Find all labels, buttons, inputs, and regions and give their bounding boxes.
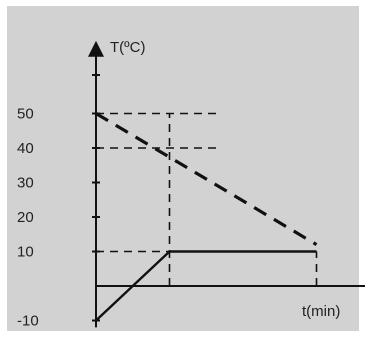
chart-panel-background (7, 6, 359, 331)
y-ticks: 50 40 30 20 10 -10 (17, 106, 100, 330)
y-tick-label-5: -10 (17, 313, 39, 330)
y-tick-label-0: 50 (17, 106, 34, 123)
series-group (95, 112, 318, 322)
y-tick-label-3: 20 (17, 209, 34, 226)
y-tick-label-1: 40 (17, 140, 34, 157)
series-1-line (95, 112, 318, 246)
axes (88, 40, 365, 328)
y-tick-label-4: 10 (17, 244, 34, 261)
reference-lines (96, 112, 318, 286)
series-0-line (95, 250, 317, 322)
y-tick-label-2: 30 (17, 175, 34, 192)
y-axis-title: T(ºC) (110, 39, 145, 56)
x-axis-title: t(min) (302, 303, 340, 320)
